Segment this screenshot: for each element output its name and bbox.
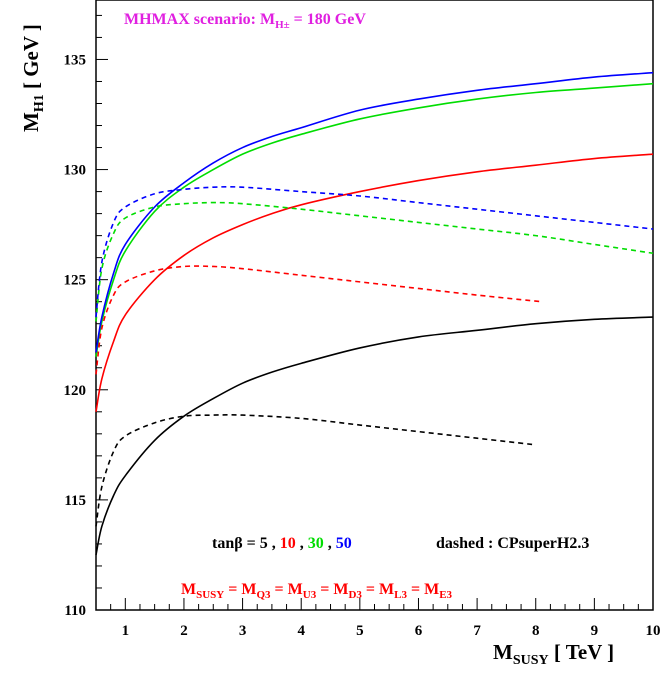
relation-term-subscript: U3 — [303, 589, 317, 601]
legend-item-tanb-30: 30 — [308, 535, 324, 552]
legend-item-tanb-5: 5 — [260, 535, 268, 552]
series-line-tanb-50-solid — [95, 71, 654, 353]
x-tick-label: 5 — [356, 623, 364, 639]
y-tick-label: 125 — [64, 273, 87, 289]
relation-term-main: M — [241, 581, 256, 598]
legend-item-tanb-10: 10 — [280, 535, 296, 552]
plot-frame — [95, 0, 654, 611]
relation-term-subscript: Q3 — [256, 589, 271, 601]
x-tick-label: 10 — [646, 623, 660, 639]
xlabel-main: M — [493, 640, 513, 664]
relation-term-subscript: D3 — [348, 589, 362, 601]
relation-term-main: M — [379, 581, 394, 598]
y-tick-label: 135 — [64, 52, 87, 68]
relation-equals: = — [271, 581, 288, 598]
relation-term-main: M — [424, 581, 439, 598]
relation-term-main: M — [333, 581, 348, 598]
y-tick-label: 115 — [64, 493, 86, 509]
x-axis-label: MSUSY [ TeV ] — [493, 640, 614, 668]
relation-equals: = — [407, 581, 424, 598]
x-tick-label: 7 — [473, 623, 481, 639]
x-tick-label: 6 — [415, 623, 423, 639]
ylabel-subscript: H1 — [32, 94, 47, 112]
relation-equals: = — [316, 581, 333, 598]
title-subscript: H± — [275, 19, 290, 31]
legend-dashed-note: dashed : CPsuperH2.3 — [436, 535, 589, 552]
title-text: MHMAX scenario: M — [124, 11, 275, 28]
y-tick-label: 130 — [64, 163, 87, 179]
relation-term-main: M — [288, 581, 303, 598]
chart-title: MHMAX scenario: MH± = 180 GeV — [124, 11, 366, 31]
series-line-tanb-30-solid — [95, 82, 654, 357]
y-tick-label: 110 — [64, 603, 86, 619]
x-tick-label: 2 — [180, 623, 188, 639]
legend-prefix: tanβ = — [212, 535, 260, 552]
x-tick-label: 1 — [122, 623, 130, 639]
xlabel-subscript: SUSY — [513, 653, 549, 668]
legend-separator: , — [324, 535, 336, 552]
msusy-relation: MSUSY = MQ3 = MU3 = MD3 = ML3 = ME3 — [181, 581, 453, 601]
ylabel-main: M — [19, 112, 43, 132]
series-line-tanb-10-dashed — [95, 265, 542, 375]
legend-item-tanb-50: 50 — [336, 535, 352, 552]
y-tick-label: 120 — [64, 383, 87, 399]
x-tick-label: 3 — [239, 623, 247, 639]
relation-term-subscript: SUSY — [196, 589, 224, 601]
x-tick-label: 9 — [591, 623, 599, 639]
ylabel-tail: [ GeV ] — [19, 24, 43, 94]
series-line-tanb-10-solid — [95, 153, 654, 412]
relation-equals: = — [224, 581, 241, 598]
legend-separator: , — [296, 535, 308, 552]
xlabel-tail: [ TeV ] — [549, 640, 615, 664]
title-tail: = 180 GeV — [290, 11, 367, 28]
relation-equals: = — [362, 581, 379, 598]
series-line-tanb-5-dashed — [95, 414, 536, 527]
relation-term-main: M — [181, 581, 196, 598]
relation-term-subscript: L3 — [394, 589, 407, 601]
x-tick-label: 4 — [297, 623, 305, 639]
series-line-tanb-5-solid — [95, 316, 654, 556]
series-line-tanb-50-dashed — [95, 185, 654, 318]
y-axis-label: MH1 [ GeV ] — [19, 24, 47, 132]
legend-tanb: tanβ = 5 , 10 , 30 , 50 — [212, 535, 352, 552]
series-line-tanb-30-dashed — [95, 201, 654, 322]
relation-term-subscript: E3 — [439, 589, 452, 601]
legend-separator: , — [268, 535, 280, 552]
x-tick-label: 8 — [532, 623, 540, 639]
